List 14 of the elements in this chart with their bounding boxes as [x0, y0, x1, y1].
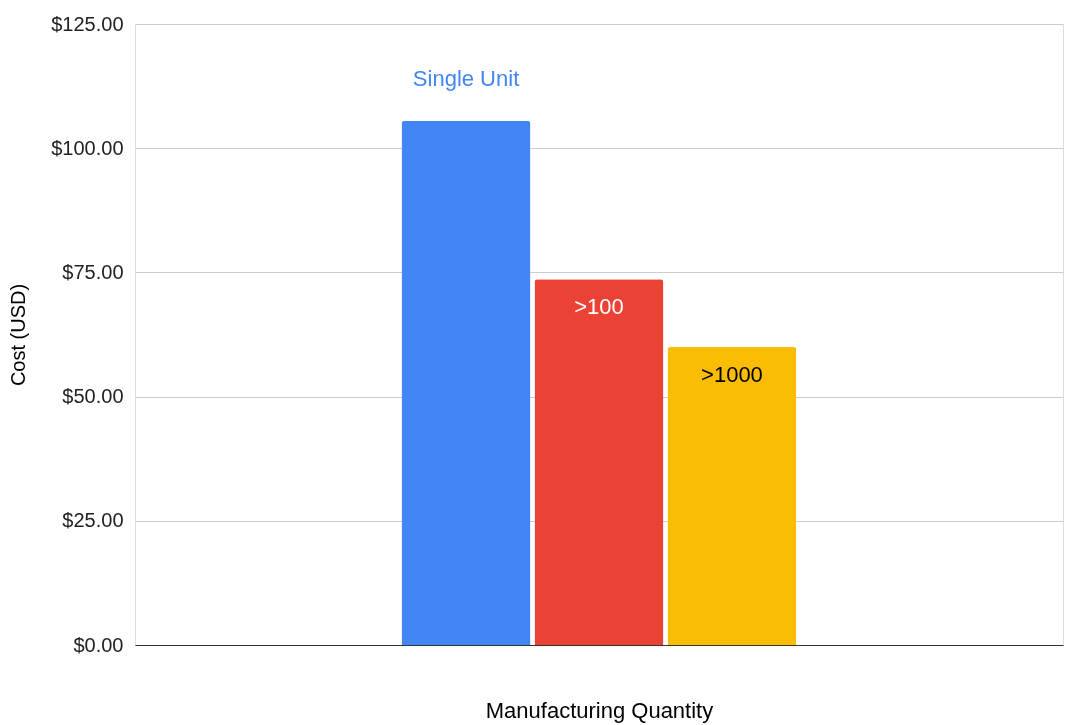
bar — [534, 279, 664, 645]
series-label: Single Unit — [412, 65, 520, 91]
series-label: >1000 — [701, 361, 763, 387]
y-tick-label: $100.00 — [51, 136, 124, 159]
x-axis-title: Manufacturing Quantity — [485, 697, 714, 723]
bar — [667, 346, 797, 645]
bar — [401, 120, 531, 645]
series-label: >100 — [574, 294, 624, 320]
y-tick-label: $25.00 — [62, 509, 124, 532]
y-axis-title: Cost (USD) — [7, 283, 30, 387]
y-tick-label: $0.00 — [73, 633, 124, 656]
y-tick-label: $125.00 — [51, 12, 124, 35]
y-tick-label: $50.00 — [62, 385, 124, 408]
y-tick-label: $75.00 — [62, 260, 124, 283]
